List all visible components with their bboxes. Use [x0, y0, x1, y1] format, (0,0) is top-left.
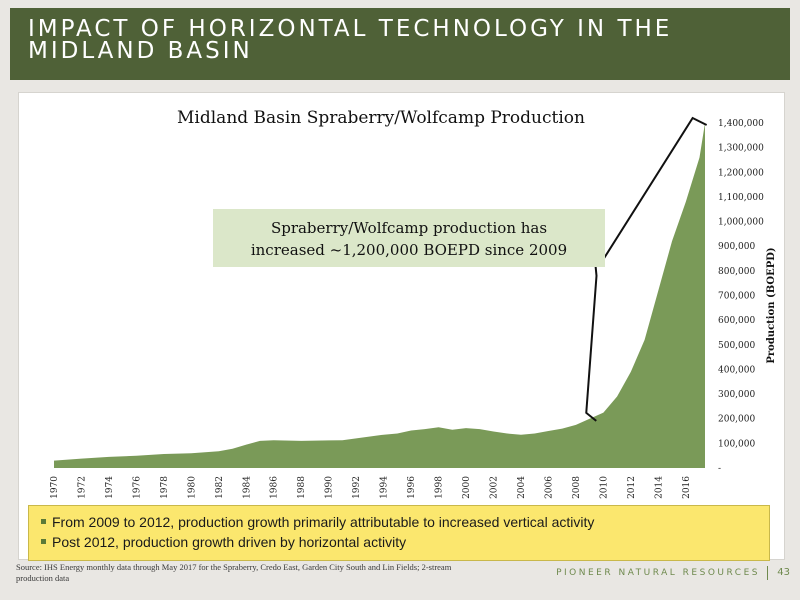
footer-divider [767, 566, 768, 580]
bullet-text: From 2009 to 2012, production growth pri… [52, 514, 595, 530]
header-bar: IMPACT OF HORIZONTAL TECHNOLOGY IN THE M… [10, 8, 790, 80]
callout-box: Spraberry/Wolfcamp production has increa… [213, 209, 605, 267]
callout-line-2: increased ~1,200,000 BOEPD since 2009 [251, 241, 567, 259]
y-tick-label: 200,000 [718, 415, 755, 425]
y-tick-label: 1,000,000 [718, 218, 764, 228]
bullet-item: From 2009 to 2012, production growth pri… [41, 514, 594, 530]
bullet-box: From 2009 to 2012, production growth pri… [28, 505, 770, 561]
x-tick-label: 1980 [187, 476, 197, 499]
production-area [54, 123, 705, 468]
y-tick-label: 500,000 [718, 341, 755, 351]
y-tick-label: 800,000 [718, 267, 755, 277]
x-tick-label: 1992 [352, 476, 362, 499]
source-note: Source: IHS Energy monthly data through … [16, 562, 452, 583]
x-tick-label: 1978 [160, 476, 170, 499]
x-tick-label: 2012 [627, 476, 637, 499]
y-tick-label: 1,400,000 [718, 119, 764, 129]
x-tick-label: 2014 [654, 476, 664, 499]
x-tick-label: 1982 [215, 476, 225, 499]
bullet-item: Post 2012, production growth driven by h… [41, 534, 406, 550]
x-tick-label: 2000 [462, 476, 472, 499]
callout-line-1: Spraberry/Wolfcamp production has [271, 219, 547, 237]
production-chart: Midland Basin Spraberry/Wolfcamp Product… [50, 108, 777, 499]
x-tick-label: 2002 [489, 476, 499, 499]
x-tick-label: 2008 [572, 476, 582, 499]
x-tick-label: 2004 [517, 476, 527, 499]
x-tick-label: 1984 [242, 476, 252, 499]
x-tick-label: 2006 [544, 476, 554, 499]
slide-title: IMPACT OF HORIZONTAL TECHNOLOGY IN THE M… [28, 16, 673, 64]
x-tick-label: 1970 [50, 476, 60, 499]
x-tick-label: 1990 [325, 476, 335, 499]
bullet-square-icon [41, 518, 46, 524]
y-tick-label: 400,000 [718, 365, 755, 375]
y-axis-label: Production (BOEPD) [766, 247, 777, 363]
y-tick-label: 300,000 [718, 390, 755, 400]
chart-panel: Midland Basin Spraberry/Wolfcamp Product… [18, 92, 785, 560]
bullet-text: Post 2012, production growth driven by h… [52, 534, 407, 550]
x-tick-label: 1972 [77, 476, 87, 499]
x-tick-label: 2010 [599, 476, 609, 499]
chart-title: Midland Basin Spraberry/Wolfcamp Product… [177, 108, 585, 128]
y-tick-label: 100,000 [718, 439, 755, 449]
y-tick-label: 700,000 [718, 292, 755, 302]
x-tick-label: 1986 [270, 476, 280, 499]
y-tick-label: - [718, 464, 721, 474]
y-tick-label: 1,200,000 [718, 168, 764, 178]
x-tick-label: 1988 [297, 476, 307, 499]
x-tick-label: 1998 [435, 476, 445, 499]
x-axis-ticks: 1970 1972 1974 1976 1978 1980 1982 1984 1986 1988… [50, 476, 692, 499]
x-tick-label: 1994 [380, 476, 390, 499]
page-number: 43 [777, 567, 790, 578]
y-tick-label: 600,000 [718, 316, 755, 326]
x-tick-label: 2016 [682, 476, 692, 499]
x-tick-label: 1974 [105, 476, 115, 499]
y-tick-label: 900,000 [718, 242, 755, 252]
x-tick-label: 1976 [132, 476, 142, 499]
y-tick-label: 1,100,000 [718, 193, 764, 203]
y-tick-label: 1,300,000 [718, 144, 764, 154]
y-axis-ticks: - 100,000 200,000 300,000 400,000 500,000 600,… [718, 119, 764, 474]
company-brand: PIONEER NATURAL RESOURCES [556, 568, 760, 578]
x-tick-label: 1996 [407, 476, 417, 499]
bullet-square-icon [41, 538, 46, 544]
